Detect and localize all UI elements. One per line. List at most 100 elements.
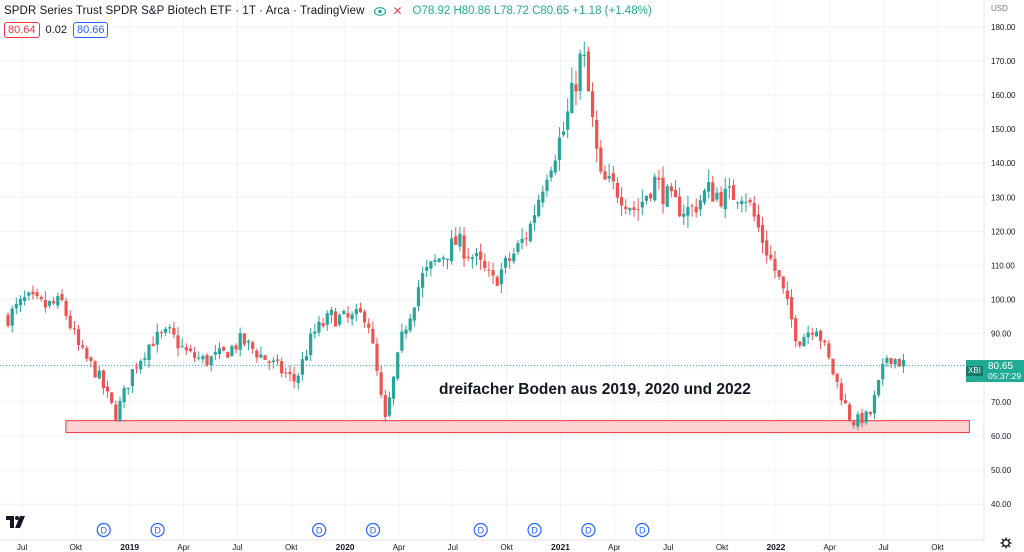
- candle-body: [371, 328, 375, 344]
- candle-body: [723, 188, 727, 210]
- buy-button[interactable]: 80.66: [72, 22, 109, 38]
- dividend-marker-label: D: [370, 526, 377, 536]
- time-tick-label: Jul: [232, 543, 242, 552]
- candle-body: [342, 311, 346, 314]
- dividend-marker[interactable]: [473, 522, 488, 538]
- candle-body: [6, 314, 10, 326]
- candle-body: [404, 329, 408, 334]
- candle-body: [661, 177, 665, 205]
- trade-buttons: 80.64 0.02 80.66: [4, 22, 109, 38]
- candle-body: [566, 111, 570, 130]
- candle-body: [288, 371, 292, 375]
- candle-body: [901, 360, 906, 367]
- candle-body: [292, 374, 296, 382]
- dividend-marker[interactable]: [312, 522, 327, 538]
- dividend-marker[interactable]: [635, 522, 650, 538]
- candle-body: [255, 350, 259, 358]
- candle-body: [773, 258, 777, 271]
- dividend-marker-label: D: [639, 526, 646, 536]
- time-tick-label: Apr: [393, 543, 406, 552]
- candle-body: [280, 361, 284, 374]
- candle-body: [516, 243, 520, 253]
- candle-body: [168, 327, 172, 329]
- candle-body: [877, 379, 881, 396]
- candle-body: [889, 357, 893, 365]
- candle-body: [628, 208, 632, 211]
- dividend-marker[interactable]: [150, 522, 165, 538]
- time-tick-label: Okt: [285, 543, 298, 552]
- candle-body: [777, 270, 781, 277]
- candle-body: [632, 207, 636, 210]
- time-tick-label: Jul: [448, 543, 458, 552]
- support-zone: [65, 420, 970, 434]
- candle-body: [503, 257, 508, 268]
- candle-body: [437, 258, 441, 262]
- candle-body: [64, 301, 68, 316]
- candle-body: [433, 259, 437, 262]
- dividend-marker[interactable]: [96, 522, 111, 538]
- time-tick-label: Jul: [17, 543, 27, 552]
- price-tick-label: 170.00: [991, 57, 1016, 66]
- close-icon[interactable]: ✕: [392, 4, 403, 18]
- candle-body: [35, 292, 39, 297]
- time-tick-label: 2022: [766, 542, 785, 552]
- candle-body: [818, 330, 823, 341]
- candle-body: [595, 119, 599, 149]
- candle-body: [549, 170, 553, 178]
- candle-body: [85, 348, 89, 359]
- candle-body: [176, 335, 180, 349]
- chart-header: SPDR Series Trust SPDR S&P Biotech ETF ·…: [4, 4, 652, 18]
- candle-body: [400, 331, 404, 351]
- candle-body: [769, 254, 773, 259]
- candle-body: [251, 342, 255, 349]
- candle-body: [479, 251, 483, 260]
- candle-body: [68, 315, 72, 329]
- candle-body: [856, 414, 860, 427]
- bar-countdown: 05:37:29: [988, 371, 1022, 381]
- candle-body: [217, 348, 222, 355]
- candle-body: [885, 358, 889, 363]
- candle-body: [43, 300, 47, 308]
- candle-body: [470, 257, 474, 259]
- candle-body: [528, 223, 532, 242]
- candle-body: [474, 253, 479, 257]
- time-tick-label: 2021: [551, 542, 570, 552]
- candle-body: [304, 356, 309, 361]
- eye-icon[interactable]: [374, 6, 387, 16]
- time-tick-label: Okt: [716, 543, 729, 552]
- price-tick-label: 160.00: [991, 91, 1016, 100]
- tradingview-logo-icon: [6, 516, 25, 528]
- candle-body: [201, 356, 205, 360]
- candle-body: [358, 308, 363, 313]
- candle-body: [599, 147, 603, 172]
- candle-body: [636, 209, 640, 211]
- candle-body: [333, 311, 338, 327]
- candle-body: [163, 328, 168, 333]
- candle-body: [698, 200, 702, 210]
- candle-body: [118, 401, 122, 421]
- candle-body: [375, 343, 379, 371]
- candle-body: [744, 202, 748, 204]
- candle-body: [383, 395, 387, 417]
- candle-body: [134, 367, 139, 369]
- candle-body: [673, 189, 678, 198]
- gear-icon[interactable]: [1000, 537, 1012, 549]
- dividend-marker[interactable]: [527, 522, 542, 538]
- candle-body: [578, 53, 582, 92]
- candle-body: [454, 236, 458, 245]
- candle-body: [756, 214, 760, 228]
- price-tick-label: 90.00: [991, 330, 1012, 339]
- dividend-marker[interactable]: [581, 522, 596, 538]
- dividend-marker[interactable]: [365, 522, 381, 538]
- candle-body: [126, 387, 130, 389]
- candle-body: [354, 309, 358, 315]
- candle-body: [789, 297, 794, 320]
- candle-body: [139, 360, 143, 370]
- candle-body: [657, 177, 661, 180]
- candle-body: [10, 308, 14, 326]
- candle-body: [640, 201, 644, 208]
- candle-body: [52, 301, 56, 304]
- candle-body: [429, 261, 433, 269]
- sell-button[interactable]: 80.64: [4, 22, 40, 38]
